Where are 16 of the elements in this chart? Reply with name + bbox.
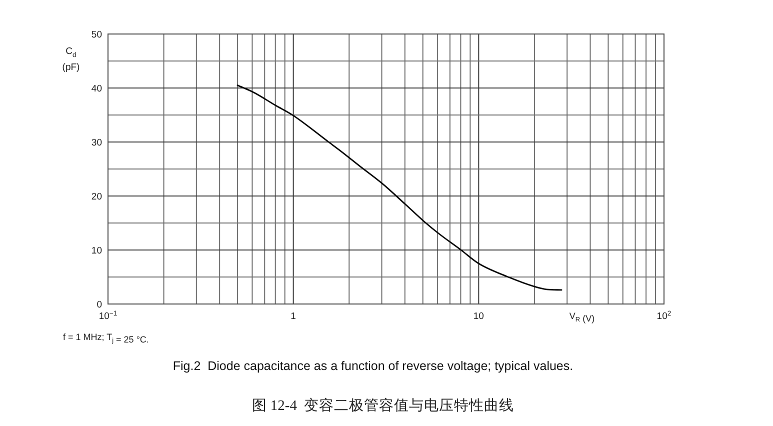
ytick: 10 [91,246,102,256]
ylabel: C$_{d}$ [66,46,76,59]
ytick: 20 [91,192,102,202]
ylabel: (pF) [62,62,80,73]
title: Fig.2 Diode capacitance as a function of reverse voltage; typical values. [172,359,574,373]
ytick: 30 [91,138,102,148]
subtitle: 图 12-4 变容二极管容值与电压特性曲线 [252,398,514,414]
xtick: 10$^{−1}$ [98,310,118,322]
xtick: 10 [473,311,484,322]
xtick: 10$^{2}$ [656,310,672,322]
xtick: 1 [290,311,296,322]
ytick: 0 [96,300,102,310]
ytick: 50 [91,30,102,40]
ytick: 40 [91,84,102,94]
annotation: f = 1 MHz; T$_{j}$ = 25 °C. [63,332,149,345]
xlabel: V$_{R}$ (V) [569,311,595,324]
